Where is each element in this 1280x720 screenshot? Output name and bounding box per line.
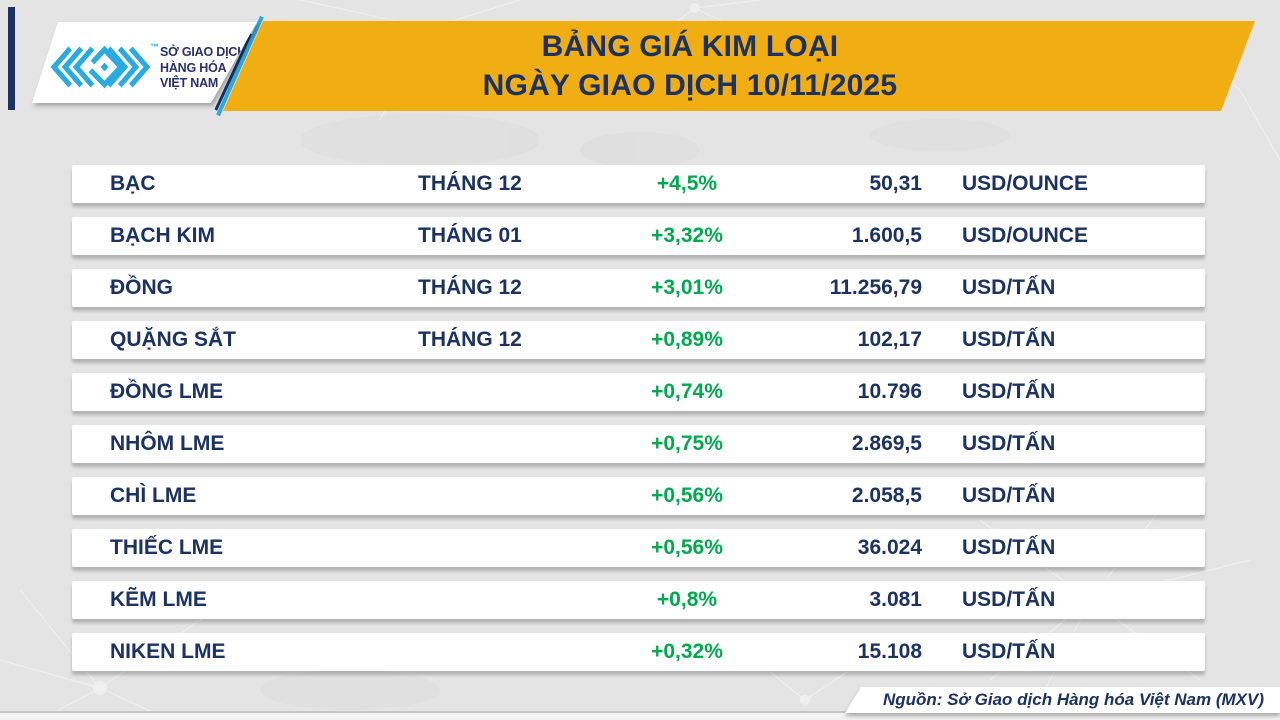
- commodity-name-cell: QUẶNG SẮT: [110, 328, 236, 351]
- change-percent-cell: +0,74%: [651, 380, 723, 403]
- commodity-name-cell: KẼM LME: [110, 588, 207, 611]
- title-banner: [223, 21, 1255, 111]
- unit-cell: USD/TẤN: [962, 484, 1056, 507]
- contract-month-cell: THÁNG 01: [418, 224, 522, 247]
- contract-month-cell: THÁNG 12: [418, 172, 522, 195]
- unit-cell: USD/TẤN: [962, 588, 1056, 611]
- price-cell: 36.024: [857, 536, 922, 559]
- logo-text-line3: VIỆT NAM: [160, 76, 219, 90]
- price-cell: 2.058,5: [851, 484, 922, 507]
- price-cell: 11.256,79: [829, 276, 922, 299]
- logo-text-line2: HÀNG HÓA: [160, 60, 227, 75]
- logo-card-shape: ™ SỞ GIAO DỊCH HÀNG HÓA VIỆT NAM: [32, 22, 257, 103]
- commodity-name-cell: ĐỒNG: [110, 276, 173, 299]
- trademark-symbol: ™: [150, 42, 159, 52]
- change-percent-cell: +0,56%: [651, 484, 723, 507]
- page-title-line1: BẢNG GIÁ KIM LOẠI: [541, 30, 839, 63]
- mxv-logo-icon: [50, 45, 150, 89]
- page-title-line2: NGÀY GIAO DỊCH 10/11/2025: [482, 69, 898, 102]
- bottom-strip: [0, 711, 1280, 720]
- table-row: QUẶNG SẮT THÁNG 12 +0,89% 102,17 USD/TẤN: [72, 321, 1205, 359]
- contract-month-cell: THÁNG 12: [418, 276, 522, 299]
- price-cell: 50,31: [869, 172, 922, 195]
- change-percent-cell: +0,8%: [656, 588, 718, 611]
- contract-month-cell: THÁNG 12: [418, 328, 522, 351]
- unit-cell: USD/TẤN: [962, 432, 1056, 455]
- commodity-name-cell: NIKEN LME: [110, 640, 226, 663]
- commodity-name-cell: BẠCH KIM: [110, 224, 215, 247]
- unit-cell: USD/TẤN: [962, 640, 1056, 663]
- unit-cell: USD/TẤN: [962, 536, 1056, 559]
- price-cell: 15.108: [857, 640, 922, 663]
- price-table: BẠC THÁNG 12 +4,5% 50,31 USD/OUNCE BẠCH …: [72, 165, 1205, 685]
- commodity-name-cell: THIẾC LME: [110, 536, 224, 559]
- change-percent-cell: +0,89%: [651, 328, 723, 351]
- commodity-name-cell: ĐỒNG LME: [110, 380, 224, 403]
- logo-text: SỞ GIAO DỊCH HÀNG HÓA VIỆT NAM: [160, 45, 246, 92]
- source-band-shape: Nguồn: Sở Giao dịch Hàng hóa Việt Nam (M…: [845, 687, 1280, 713]
- change-percent-cell: +0,32%: [651, 640, 723, 663]
- price-cell: 102,17: [857, 328, 922, 351]
- table-row: BẠC THÁNG 12 +4,5% 50,31 USD/OUNCE: [72, 165, 1205, 203]
- change-percent-cell: +0,56%: [651, 536, 723, 559]
- change-percent-cell: +3,32%: [651, 224, 723, 247]
- unit-cell: USD/TẤN: [962, 380, 1056, 403]
- table-row: BẠCH KIM THÁNG 01 +3,32% 1.600,5 USD/OUN…: [72, 217, 1205, 255]
- unit-cell: USD/TẤN: [962, 328, 1056, 351]
- table-row: NHÔM LME +0,75% 2.869,5 USD/TẤN: [72, 425, 1205, 463]
- unit-cell: USD/OUNCE: [962, 172, 1089, 195]
- price-cell: 10.796: [857, 380, 922, 403]
- table-row: KẼM LME +0,8% 3.081 USD/TẤN: [72, 581, 1205, 619]
- price-cell: 3.081: [869, 588, 922, 611]
- page-title: BẢNG GIÁ KIM LOẠI NGÀY GIAO DỊCH 10/11/2…: [240, 21, 1140, 111]
- change-percent-cell: +4,5%: [656, 172, 718, 195]
- commodity-name-cell: NHÔM LME: [110, 432, 225, 455]
- source-text: Nguồn: Sở Giao dịch Hàng hóa Việt Nam (M…: [882, 690, 1264, 709]
- table-row: ĐỒNG LME +0,74% 10.796 USD/TẤN: [72, 373, 1205, 411]
- change-percent-cell: +0,75%: [651, 432, 723, 455]
- mxv-logo-card: ™ SỞ GIAO DỊCH HÀNG HÓA VIỆT NAM: [0, 0, 290, 125]
- change-percent-cell: +3,01%: [651, 276, 723, 299]
- table-row: CHÌ LME +0,56% 2.058,5 USD/TẤN: [72, 477, 1205, 515]
- unit-cell: USD/OUNCE: [962, 224, 1089, 247]
- price-cell: 1.600,5: [851, 224, 922, 247]
- left-accent-bar: [8, 7, 15, 110]
- table-row: ĐỒNG THÁNG 12 +3,01% 11.256,79 USD/TẤN: [72, 269, 1205, 307]
- commodity-name-cell: CHÌ LME: [110, 484, 197, 507]
- source-bar: Nguồn: Sở Giao dịch Hàng hóa Việt Nam (M…: [845, 687, 1280, 713]
- price-cell: 2.869,5: [851, 432, 922, 455]
- table-row: THIẾC LME +0,56% 36.024 USD/TẤN: [72, 529, 1205, 567]
- unit-cell: USD/TẤN: [962, 276, 1056, 299]
- commodity-name-cell: BẠC: [110, 172, 156, 195]
- logo-text-line1: SỞ GIAO DỊCH: [160, 45, 247, 59]
- table-row: NIKEN LME +0,32% 15.108 USD/TẤN: [72, 633, 1205, 671]
